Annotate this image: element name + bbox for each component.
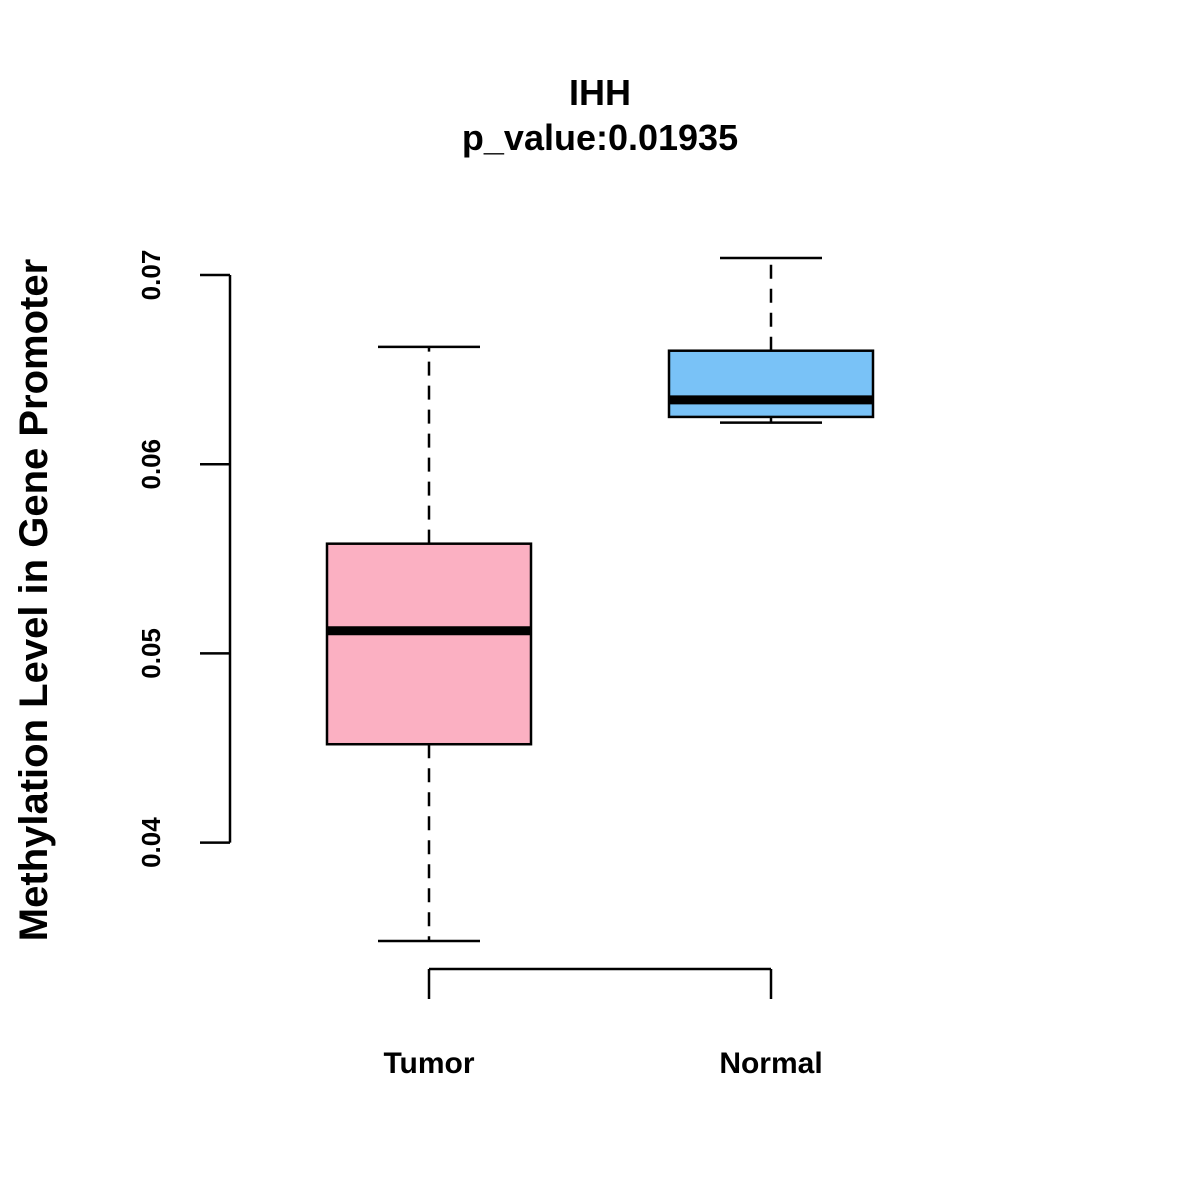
box-tumor xyxy=(325,542,533,746)
y-tick-label: 0.06 xyxy=(136,439,166,490)
chart-title: IHH xyxy=(569,72,631,113)
box-normal xyxy=(667,349,875,419)
chart-subtitle: p_value:0.01935 xyxy=(462,117,738,158)
y-tick-label: 0.07 xyxy=(136,250,166,301)
y-tick-label: 0.04 xyxy=(136,817,166,868)
x-axis: Tumor Normal xyxy=(383,967,823,1080)
x-tick-label: Normal xyxy=(719,1047,822,1080)
x-tick-label: Tumor xyxy=(383,1047,474,1080)
y-axis: 0.04 0.05 0.06 0.07 xyxy=(136,250,232,868)
y-axis-label: Methylation Level in Gene Promoter xyxy=(12,259,56,941)
box-group xyxy=(325,256,875,943)
y-tick-label: 0.05 xyxy=(136,628,166,679)
